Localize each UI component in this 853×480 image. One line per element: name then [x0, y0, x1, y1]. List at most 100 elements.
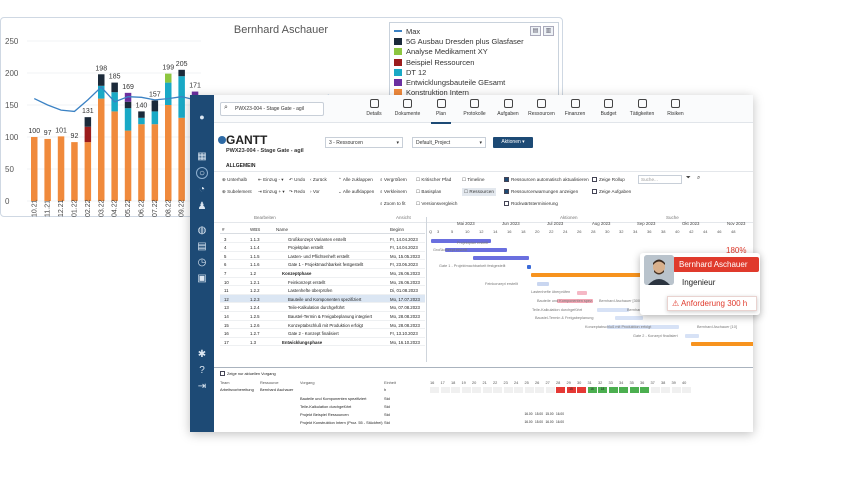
gantt-task-bar[interactable] — [431, 239, 491, 243]
gantt-task-bar[interactable] — [685, 333, 699, 338]
current-task-filter-checkbox[interactable]: Zeige nur aktuellen Vorgang — [220, 371, 276, 376]
resources-toggle-button[interactable]: ☐ Ressourcen — [462, 188, 496, 196]
table-row[interactable]: 11 1.2.2 Lastenhefte überprüfen Di, 01.08.2… — [220, 287, 425, 295]
tab-ressourcen[interactable]: Ressourcen — [524, 99, 560, 117]
table-row[interactable]: 14 1.2.5 Baustel-Termin & Freigabeplanung … — [220, 312, 425, 321]
show-tasks-checkbox[interactable]: Zeige Aufgaben — [592, 189, 631, 194]
expand-all-button[interactable]: ⌄ Alle aufklappen — [338, 189, 375, 194]
tab-aufgaben[interactable]: Aufgaben — [490, 99, 526, 117]
document-icon[interactable]: ▤ — [197, 241, 207, 252]
resource-task: Teile-Kalkulation durchgeführt — [300, 404, 352, 409]
version-compare-button[interactable]: ☐ Versionsvergleich — [416, 201, 458, 206]
tab-risiken[interactable]: Risiken — [658, 99, 694, 117]
dashboard-icon[interactable]: ▦ — [197, 151, 207, 162]
zoom-out-button[interactable]: ⌕ Verkleinern — [380, 189, 407, 194]
row-name: Gate 2 - Konzept finalisiert — [288, 331, 339, 337]
gantt-task-bar[interactable] — [691, 342, 753, 347]
data-label: 185 — [109, 74, 121, 81]
resource-warnings-checkbox[interactable]: Ressourcenwarnungen anzeigen — [504, 189, 578, 194]
allocation-cell: 16.00 — [524, 420, 533, 424]
undo-button[interactable]: ↶ Undo — [289, 177, 306, 182]
allocation-cell: 15.00 — [535, 412, 543, 416]
table-row[interactable]: 4 1.1.4 Projektplan erstellt Fr, 14.04.2023 — [220, 244, 425, 252]
timer-icon[interactable]: ◷ — [197, 257, 207, 268]
gantt-search-input[interactable]: Suche... — [638, 175, 682, 184]
print-icon[interactable]: ▤ — [530, 26, 541, 36]
insert-below-button[interactable]: ⊕ Unterhalb — [222, 177, 248, 182]
help-icon[interactable]: ? — [199, 365, 205, 376]
tab-protokolle[interactable]: Protokolle — [457, 99, 493, 117]
portfolio-icon[interactable]: ◔ — [198, 184, 206, 195]
collapse-all-button[interactable]: ⌃ Alle zuklappen — [338, 177, 373, 182]
logout-icon[interactable]: ⇥ — [197, 381, 207, 392]
resource-week-header: 17 — [440, 380, 445, 385]
utilization-cell: 15 — [566, 387, 576, 393]
top-navigation-bar: ⌕ PWX23-004 - Stage Gate - agil Details D… — [214, 95, 753, 124]
table-row[interactable]: 15 1.2.6 Konzeptabschluß mit Produktion er… — [220, 321, 425, 330]
redo-button[interactable]: ↷ Redo — [289, 189, 306, 194]
globe-icon[interactable]: ◍ — [197, 225, 207, 236]
show-rollup-checkbox[interactable]: Zeige Rollup — [592, 177, 625, 182]
indent-button[interactable]: ⇥ Einzug + ▾ — [258, 189, 285, 194]
menu-logo-icon[interactable]: ● — [199, 112, 205, 122]
table-row[interactable]: 12 1.2.3 Bauteile und Komponenten spezifiz… — [220, 295, 425, 304]
tab-allgemein[interactable]: ALLGEMEIN — [222, 163, 259, 172]
projects-icon[interactable]: ○ — [196, 167, 208, 179]
gantt-task-bar[interactable] — [615, 316, 643, 321]
table-row[interactable]: 17 1.3 Entwicklungsphase Mo, 16.10.2023 — [220, 338, 425, 347]
row-date: Di, 01.08.2023 — [390, 288, 418, 294]
tab-dokumente[interactable]: Dokumente — [390, 99, 426, 117]
table-row[interactable]: 6 1.1.6 Gate 1 - Projektmachbarkeit festge… — [220, 261, 425, 270]
timeline-button[interactable]: ☐ Timeline — [462, 177, 485, 182]
gantt-task-bar[interactable] — [527, 264, 531, 269]
actions-button[interactable]: Aktionen ▾ — [493, 137, 533, 148]
export-icon[interactable]: ▥ — [543, 26, 554, 36]
row-date: Mo, 17.07.2023 — [390, 296, 420, 302]
gantt-task-bar[interactable] — [597, 307, 629, 312]
settings-icon[interactable]: ✱ — [197, 349, 207, 360]
project-search-input[interactable]: ⌕ PWX23-004 - Stage Gate - agil — [220, 102, 324, 116]
project-dropdown[interactable]: Default_Project ▾ — [412, 137, 486, 148]
table-row[interactable]: 13 1.2.4 Teile-Kalkulation durchgeführt Mo,… — [220, 304, 425, 313]
table-row[interactable]: 10 1.2.1 Feinkonzept erstellt Mo, 26.06.202… — [220, 278, 425, 287]
table-row[interactable]: 16 1.2.7 Gate 2 - Konzept finalisiert Fr, 1… — [220, 330, 425, 338]
forward-button[interactable]: › Vor — [310, 189, 320, 194]
subelement-button[interactable]: ⊕ Subelement — [222, 189, 252, 194]
tab-finanzen[interactable]: Finanzen — [557, 99, 593, 117]
people-icon[interactable]: ♟ — [197, 201, 207, 212]
table-row[interactable]: 7 1.2 Konzeptphase Mo, 26.06.2023 — [220, 269, 425, 278]
back-button[interactable]: ‹ Zurück — [310, 177, 327, 182]
filter-icon[interactable]: ⏷ — [686, 175, 691, 181]
table-row[interactable]: 3 1.1.3 Großkonzept Varianten erstellt Fr, … — [220, 235, 425, 244]
checkbox[interactable] — [220, 371, 225, 376]
gantt-bar-label: Bernhard Aschauer [300] — [599, 299, 642, 303]
baseline-button[interactable]: ☐ Basisplan — [416, 189, 442, 194]
utilization-cell — [629, 387, 639, 393]
group-label-aktionen: Aktionen — [560, 215, 578, 220]
row-date: Fr, 13.10.2023 — [390, 331, 418, 337]
gantt-task-bar[interactable] — [473, 256, 529, 261]
calendar-icon[interactable]: ▣ — [197, 273, 207, 284]
tab-plan[interactable]: Plan — [423, 99, 459, 124]
gantt-task-bar[interactable] — [557, 299, 593, 304]
tab-details[interactable]: Details — [356, 99, 392, 117]
gantt-task-bar[interactable] — [577, 290, 587, 295]
resource-week-header: 18 — [451, 380, 456, 385]
table-row[interactable]: 5 1.1.5 Lasten- und Pflichtenheft erstellt… — [220, 252, 425, 261]
outdent-button[interactable]: ⇤ Einzug - ▾ — [258, 177, 284, 182]
backward-scheduling-checkbox[interactable]: Rückwärtsterminierung — [504, 201, 558, 206]
row-n: 4 — [224, 245, 227, 251]
gantt-task-bar[interactable] — [537, 282, 549, 286]
gantt-task-bar[interactable] — [607, 325, 679, 329]
critical-path-button[interactable]: ☐ Kritischer Pfad — [416, 177, 452, 182]
auto-update-resources-checkbox[interactable]: Ressourcen automatisch aktualisieren — [504, 177, 589, 182]
tab-tätigkeiten[interactable]: Tätigkeiten — [624, 99, 660, 117]
allocation-cell: 16.00 — [556, 420, 564, 424]
search-icon[interactable]: ⌕ — [697, 175, 701, 181]
utilization-cell — [451, 387, 460, 393]
tab-budget[interactable]: Budget — [591, 99, 627, 117]
zoom-fit-button[interactable]: ⌕ Zoom to fit — [380, 201, 406, 206]
resources-dropdown[interactable]: 3 - Ressourcen ▾ — [325, 137, 403, 148]
gantt-task-bar[interactable] — [445, 247, 507, 252]
zoom-in-button[interactable]: ⌕ Vergrößern — [380, 177, 407, 182]
